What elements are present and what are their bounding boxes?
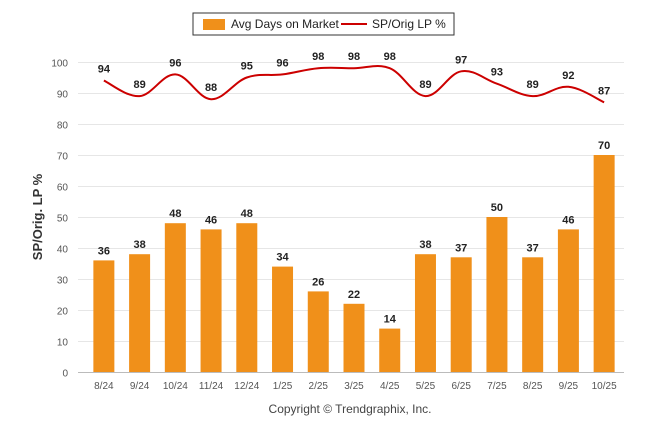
bar (450, 257, 472, 372)
y-tick-label: 40 (57, 245, 69, 256)
x-tick-label: 4/25 (380, 381, 400, 392)
line-value-label: 92 (562, 70, 574, 82)
legend-box (192, 12, 455, 36)
bar-value-label: 14 (384, 314, 397, 326)
sp-orig-lp-line (103, 64, 605, 104)
line-value-label: 95 (241, 61, 253, 73)
line-labels: 94 89 96 88 95 96 98 98 98 89 97 93 89 92 87 (98, 51, 611, 97)
copyright-text: Copyright © Trendgraphix, Inc. (269, 402, 432, 416)
y-tick-label: 0 (62, 369, 68, 380)
bar (129, 254, 151, 372)
x-tick-label: 10/25 (592, 381, 617, 392)
y-tick-label: 20 (57, 307, 69, 318)
bar-value-label: 46 (562, 214, 574, 226)
bar-value-label: 36 (98, 245, 110, 257)
x-tick-label: 2/25 (309, 381, 329, 392)
y-axis-label: SP/Orig. LP % (30, 173, 45, 260)
bar (272, 266, 294, 372)
x-tick-label: 10/24 (163, 381, 188, 392)
legend-bar-label: Avg Days on Market (231, 17, 339, 31)
bar (486, 217, 508, 372)
bar (522, 257, 544, 372)
x-tick-label: 8/24 (94, 381, 114, 392)
line-value-label: 89 (133, 79, 145, 91)
y-tick-label: 90 (57, 90, 69, 101)
legend-bar-swatch (203, 19, 225, 30)
bar (557, 229, 579, 372)
bar-value-label: 22 (348, 289, 360, 301)
bar-labels: 36 38 48 46 48 34 26 22 14 38 37 50 37 46 70 (98, 140, 611, 326)
bar-value-label: 70 (598, 140, 610, 152)
bar (379, 328, 401, 372)
line-value-label: 94 (98, 64, 111, 76)
x-tick-label: 12/24 (234, 381, 259, 392)
y-tick-label: 60 (57, 183, 69, 194)
x-tick-label: 9/25 (559, 381, 579, 392)
bar-value-label: 48 (169, 208, 181, 220)
bar (343, 303, 365, 372)
y-axis-ticks: 0 10 20 30 40 50 60 70 80 90 100 (51, 59, 68, 380)
bar-value-label: 38 (419, 239, 431, 251)
x-tick-label: 7/25 (487, 381, 507, 392)
bar (93, 260, 115, 372)
bar (236, 223, 258, 372)
x-axis-ticks: 8/24 9/24 10/24 11/24 12/24 1/25 2/25 3/25 4/25 5… (94, 381, 617, 392)
line-value-label: 89 (419, 79, 431, 91)
x-tick-label: 5/25 (416, 381, 436, 392)
line-value-label: 98 (348, 51, 360, 63)
bar (307, 291, 329, 372)
x-tick-label: 8/25 (523, 381, 543, 392)
line-series (103, 64, 605, 104)
x-tick-label: 1/25 (273, 381, 293, 392)
x-tick-label: 11/24 (199, 381, 224, 392)
y-tick-label: 30 (57, 276, 69, 287)
y-tick-label: 50 (57, 214, 69, 225)
bar-value-label: 37 (455, 242, 467, 254)
y-tick-label: 10 (57, 338, 69, 349)
y-tick-label: 80 (57, 121, 69, 132)
y-tick-label: 100 (51, 59, 68, 70)
bar-value-label: 38 (133, 239, 145, 251)
bar (164, 223, 186, 372)
line-value-label: 96 (169, 57, 181, 69)
x-tick-label: 6/25 (451, 381, 471, 392)
line-value-label: 98 (312, 51, 324, 63)
line-value-label: 87 (598, 85, 610, 97)
bar-value-label: 34 (276, 252, 289, 264)
bar-value-label: 46 (205, 214, 217, 226)
x-tick-label: 9/24 (130, 381, 150, 392)
bar (200, 229, 222, 372)
line-value-label: 98 (384, 51, 396, 63)
legend-line-label: SP/Orig LP % (372, 17, 446, 31)
bar-value-label: 26 (312, 276, 324, 288)
y-tick-label: 70 (57, 152, 69, 163)
bar (414, 254, 436, 372)
bar-value-label: 48 (241, 208, 253, 220)
x-tick-label: 3/25 (344, 381, 364, 392)
bar (593, 155, 615, 372)
bar-value-label: 50 (491, 202, 503, 214)
line-value-label: 89 (527, 79, 539, 91)
legend: Avg Days on Market SP/Orig LP % (192, 12, 455, 36)
line-value-label: 88 (205, 82, 217, 94)
line-value-label: 96 (276, 57, 288, 69)
bar-value-label: 37 (527, 242, 539, 254)
bars (93, 155, 615, 372)
line-value-label: 97 (455, 54, 467, 66)
line-value-label: 93 (491, 67, 503, 79)
